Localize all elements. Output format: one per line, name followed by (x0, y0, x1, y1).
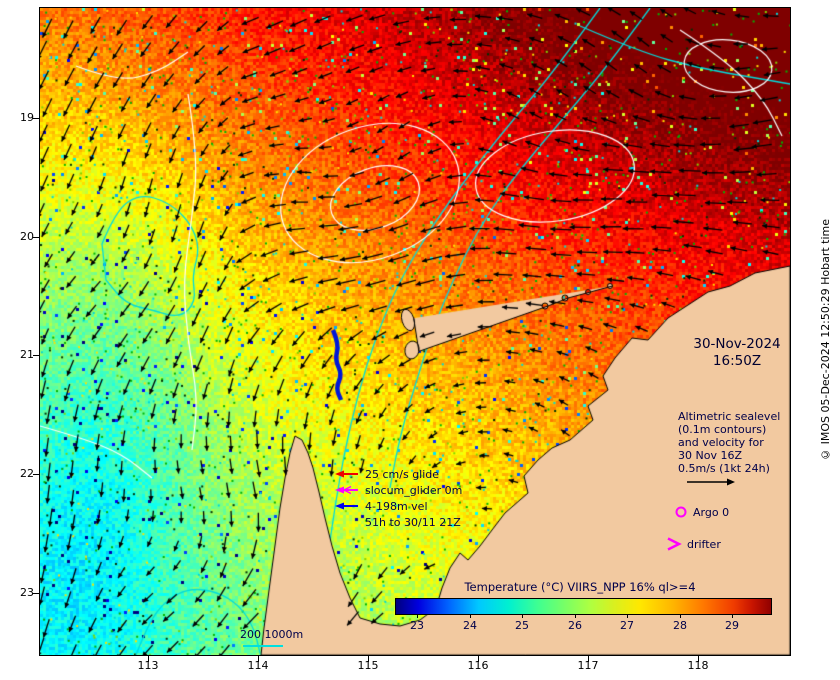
y-axis-tickmark (33, 355, 39, 356)
map-frame: 25 cm/s glide slocum_glider 0m 4-198m ve… (39, 7, 791, 656)
drifter-label: drifter (687, 537, 721, 551)
glider-arrow-red-icon (335, 470, 358, 478)
date-stamp: 30-Nov-2024 16:50Z (678, 336, 796, 370)
glider-legend-label: 4-198m vel (365, 499, 428, 513)
y-axis-label: 20 (20, 230, 34, 243)
colorbar-tick-label: 25 (515, 619, 529, 632)
glider-legend-label: slocum_glider 0m (365, 483, 463, 497)
colorbar-tick-label: 24 (463, 619, 477, 632)
colorbar-tickmark (575, 614, 576, 618)
copyright-text: © IMOS 05-Dec-2024 12:50:29 Hobart time (818, 219, 832, 461)
colorbar-tickmark (522, 614, 523, 618)
altimetric-line: 30 Nov 16Z (678, 449, 742, 462)
argo-label: Argo 0 (693, 505, 730, 519)
colorbar-tickmark (470, 614, 471, 618)
glider-legend-row: 4-198m vel (334, 498, 462, 514)
colorbar-tick-label: 23 (410, 619, 424, 632)
x-axis-label: 116 (467, 659, 489, 672)
y-axis-label: 23 (20, 586, 34, 599)
colorbar-tick-label: 28 (673, 619, 687, 632)
colorbar-title: Temperature (°C) VIIRS_NPP 16% ql>=4 (464, 580, 696, 594)
colorbar-tickmark (732, 614, 733, 618)
colorbar-tickmark (680, 614, 681, 618)
drifter-arrow-icon (667, 537, 682, 551)
time-line: 16:50Z (712, 353, 762, 369)
x-axis-label: 115 (357, 659, 379, 672)
glider-legend-row: slocum_glider 0m (334, 482, 462, 498)
argo-marker-row: Argo 0 (674, 504, 729, 520)
altimetric-line: (0.1m contours) (678, 423, 767, 436)
y-axis-label: 21 (20, 348, 34, 361)
date-line: 30-Nov-2024 (693, 336, 781, 352)
depth-scale-line (243, 645, 283, 647)
colorbar-tick-label: 26 (568, 619, 582, 632)
colorbar-tickmark (417, 614, 418, 618)
colorbar-tickmark (627, 614, 628, 618)
colorbar-tick-label: 29 (725, 619, 739, 632)
x-axis-tickmark (148, 656, 149, 662)
y-axis-label: 19 (20, 111, 34, 124)
x-axis-label: 118 (687, 659, 709, 672)
colorbar (395, 598, 772, 615)
velocity-scale-arrow-icon (687, 478, 735, 486)
x-axis-tickmark (478, 656, 479, 662)
argo-circle-icon (675, 506, 687, 518)
altimetric-line: 0.5m/s (1kt 24h) (678, 462, 770, 475)
x-axis-tickmark (368, 656, 369, 662)
glider-legend-label: 25 cm/s glide (365, 467, 440, 481)
colorbar-tick-label: 27 (620, 619, 634, 632)
glider-arrow-magenta-icon (335, 485, 358, 495)
glider-legend-footnote: 51h to 30/11 21Z (365, 516, 461, 529)
y-axis-tickmark (33, 474, 39, 475)
y-axis-tickmark (33, 237, 39, 238)
y-axis-tickmark (33, 118, 39, 119)
depth-scale-label: 200 1000m (240, 628, 304, 641)
altimetric-line: and velocity for (678, 436, 764, 449)
sst-map-canvas (40, 8, 790, 655)
altimetric-note: Altimetric sealevel (0.1m contours) and … (678, 410, 780, 475)
glider-legend: 25 cm/s glide slocum_glider 0m 4-198m ve… (334, 466, 462, 529)
drifter-marker-row: drifter (660, 536, 721, 552)
x-axis-tickmark (588, 656, 589, 662)
altimetric-line: Altimetric sealevel (678, 410, 781, 423)
x-axis-label: 114 (247, 659, 269, 672)
x-axis-label: 113 (137, 659, 159, 672)
y-axis-tickmark (33, 593, 39, 594)
glider-arrow-blue-icon (335, 502, 358, 510)
x-axis-label: 117 (577, 659, 599, 672)
x-axis-tickmark (258, 656, 259, 662)
copyright-container: © IMOS 05-Dec-2024 12:50:29 Hobart time (812, 0, 838, 680)
y-axis-label: 22 (20, 467, 34, 480)
glider-legend-row: 25 cm/s glide (334, 466, 462, 482)
x-axis-tickmark (698, 656, 699, 662)
